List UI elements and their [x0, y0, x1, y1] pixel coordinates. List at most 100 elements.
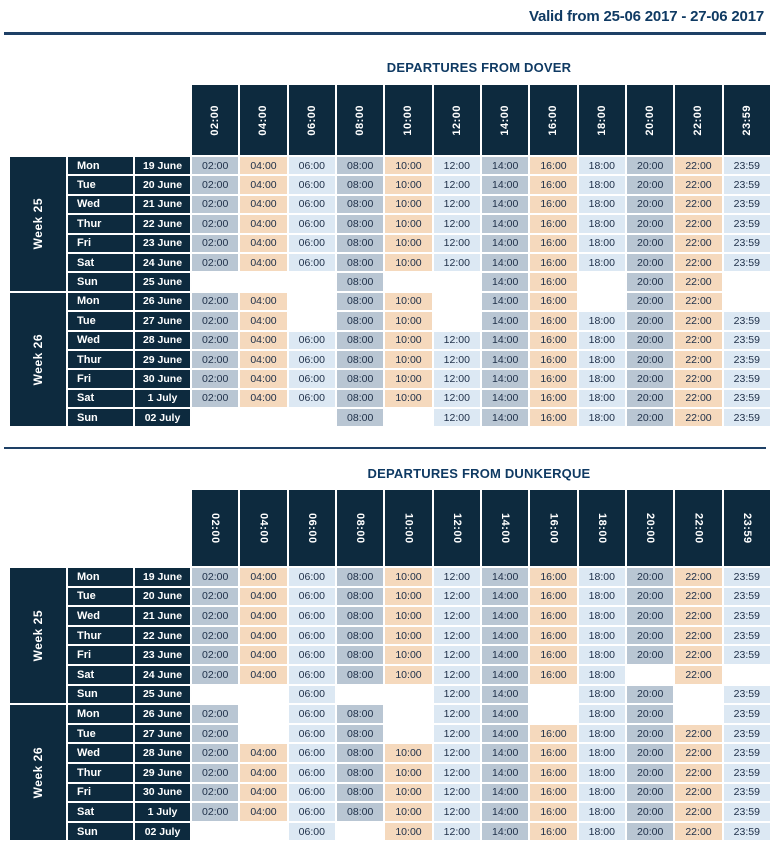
- departure-time-cell: 06:00: [288, 253, 335, 272]
- departure-time-cell: 02:00: [192, 253, 239, 272]
- departure-time-cell: 22:00: [675, 234, 722, 252]
- departure-time-cell: 04:00: [240, 370, 287, 388]
- departure-time-cell: 08:00: [336, 803, 384, 821]
- departure-time-cell: 22:00: [675, 157, 722, 175]
- departure-time-cell: 16:00: [530, 234, 577, 252]
- departure-time-cell: 12:00: [433, 626, 480, 645]
- departure-time-cell: 23:59: [723, 331, 770, 349]
- departure-time-cell: 20:00: [626, 292, 674, 311]
- departure-time-cell: 23:59: [723, 234, 770, 252]
- day-label: Wed: [68, 195, 133, 214]
- departure-time-cell: 16:00: [530, 157, 577, 175]
- departure-time-cell: 22:00: [675, 195, 722, 214]
- departure-time-cell: 20:00: [626, 724, 674, 743]
- departure-time-cell: 12:00: [433, 195, 480, 214]
- departure-time-cell: 14:00: [481, 176, 529, 194]
- departure-time-cell: 12:00: [433, 176, 480, 194]
- departure-time-cell: 22:00: [675, 215, 722, 233]
- departure-time-cell: 16:00: [530, 215, 577, 233]
- departure-time-cell: 06:00: [288, 176, 335, 194]
- departure-time-cell: 18:00: [578, 705, 625, 723]
- time-column-header: 12:00: [433, 85, 480, 155]
- departure-time-cell: 14:00: [481, 724, 529, 743]
- departure-time-cell: 14:00: [481, 312, 529, 330]
- departure-time-cell: 14:00: [481, 273, 529, 291]
- time-column-header: 23:59: [723, 490, 770, 566]
- departure-time-cell: 10:00: [385, 253, 432, 272]
- departure-time-cell: 20:00: [626, 568, 674, 586]
- empty-slot-cell: [723, 292, 770, 311]
- departure-time-cell: 23:59: [723, 822, 770, 841]
- departure-time-cell: 16:00: [530, 763, 577, 782]
- departure-time-cell: 14:00: [481, 626, 529, 645]
- time-column-header: 06:00: [288, 85, 335, 155]
- time-column-header: 04:00: [240, 490, 287, 566]
- departure-time-cell: 16:00: [530, 312, 577, 330]
- departure-time-cell: 10:00: [385, 822, 432, 841]
- departure-time-cell: 10:00: [385, 176, 432, 194]
- departure-time-cell: 14:00: [481, 822, 529, 841]
- departure-time-cell: 12:00: [433, 409, 480, 427]
- departure-time-cell: 20:00: [626, 607, 674, 625]
- empty-slot-cell: [385, 685, 432, 704]
- time-column-header: 16:00: [530, 85, 577, 155]
- departure-time-cell: 16:00: [530, 783, 577, 802]
- date-label: 19 June: [135, 568, 190, 586]
- departure-time-cell: 10:00: [385, 157, 432, 175]
- departure-time-cell: 08:00: [336, 763, 384, 782]
- departure-time-cell: 23:59: [723, 568, 770, 586]
- departure-time-cell: 20:00: [626, 646, 674, 664]
- day-label: Thur: [68, 215, 133, 233]
- empty-slot-cell: [240, 822, 287, 841]
- departure-time-cell: 06:00: [288, 215, 335, 233]
- day-label: Wed: [68, 607, 133, 625]
- time-column-header: 02:00: [192, 85, 239, 155]
- departure-time-cell: 08:00: [336, 389, 384, 408]
- day-label: Tue: [68, 587, 133, 606]
- departure-time-cell: 20:00: [626, 215, 674, 233]
- departure-time-cell: 04:00: [240, 253, 287, 272]
- departure-time-cell: 23:59: [723, 409, 770, 427]
- empty-slot-cell: [192, 685, 239, 704]
- departure-time-cell: 20:00: [626, 803, 674, 821]
- departure-time-cell: 06:00: [288, 744, 335, 762]
- departure-time-cell: 10:00: [385, 587, 432, 606]
- date-label: 24 June: [135, 253, 190, 272]
- departure-time-cell: 02:00: [192, 350, 239, 369]
- empty-slot-cell: [288, 409, 335, 427]
- departure-time-cell: 22:00: [675, 350, 722, 369]
- time-column-header: 18:00: [578, 85, 625, 155]
- departure-time-cell: 10:00: [385, 331, 432, 349]
- departure-time-cell: 08:00: [336, 331, 384, 349]
- day-label: Mon: [68, 157, 133, 175]
- departure-time-cell: 12:00: [433, 665, 480, 684]
- date-label: 26 June: [135, 292, 190, 311]
- week-label: Week 25: [10, 568, 66, 704]
- departure-time-cell: 12:00: [433, 568, 480, 586]
- departure-time-cell: 20:00: [626, 195, 674, 214]
- date-label: 02 July: [135, 822, 190, 841]
- empty-slot-cell: [433, 312, 480, 330]
- departure-time-cell: 10:00: [385, 292, 432, 311]
- departure-time-cell: 20:00: [626, 312, 674, 330]
- departure-time-cell: 12:00: [433, 389, 480, 408]
- departure-time-cell: 02:00: [192, 176, 239, 194]
- empty-slot-cell: [433, 292, 480, 311]
- time-column-header: 14:00: [481, 85, 529, 155]
- departure-time-cell: 06:00: [288, 822, 335, 841]
- empty-slot-cell: [578, 273, 625, 291]
- departure-time-cell: 16:00: [530, 331, 577, 349]
- departure-time-cell: 10:00: [385, 607, 432, 625]
- departure-time-cell: 22:00: [675, 331, 722, 349]
- departure-time-cell: 04:00: [240, 195, 287, 214]
- empty-slot-cell: [578, 292, 625, 311]
- departure-time-cell: 06:00: [288, 685, 335, 704]
- day-label: Fri: [68, 646, 133, 664]
- day-label: Fri: [68, 783, 133, 802]
- departure-time-cell: 10:00: [385, 744, 432, 762]
- departure-time-cell: 16:00: [530, 607, 577, 625]
- departure-time-cell: 23:59: [723, 253, 770, 272]
- empty-slot-cell: [433, 273, 480, 291]
- date-label: 30 June: [135, 370, 190, 388]
- empty-slot-cell: [675, 685, 722, 704]
